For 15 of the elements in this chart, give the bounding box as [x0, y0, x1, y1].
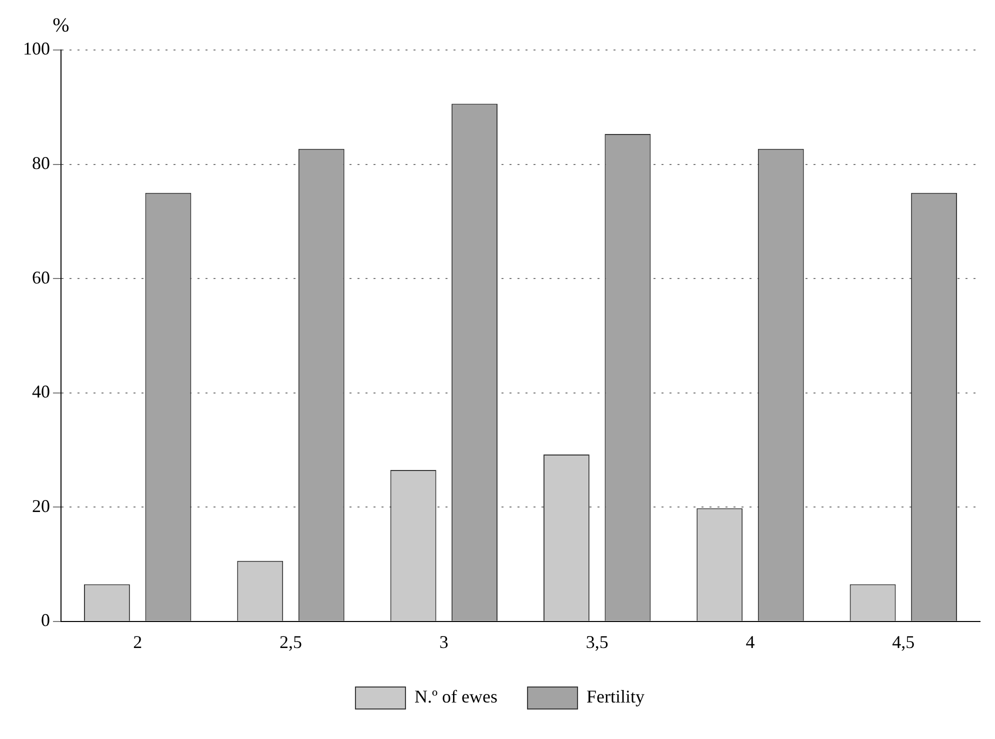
x-tick-label: 4	[746, 632, 755, 652]
y-tick-label: 40	[32, 382, 50, 402]
legend-label: N.º of ewes	[414, 686, 498, 707]
x-tick-label: 3,5	[586, 632, 608, 652]
legend-label: Fertility	[586, 686, 645, 707]
y-tick-label: 60	[32, 267, 50, 288]
y-tick-label: 100	[23, 38, 50, 59]
x-tick-label: 3	[439, 632, 448, 652]
y-tick-label: 80	[32, 153, 50, 174]
x-tick-label: 4,5	[892, 632, 915, 652]
y-tick-label: 20	[32, 496, 50, 516]
y-axis-title: %	[52, 14, 70, 36]
x-tick-label: 2	[133, 632, 142, 652]
y-tick-label: 0	[41, 610, 50, 630]
x-tick-label: 2,5	[280, 632, 302, 652]
